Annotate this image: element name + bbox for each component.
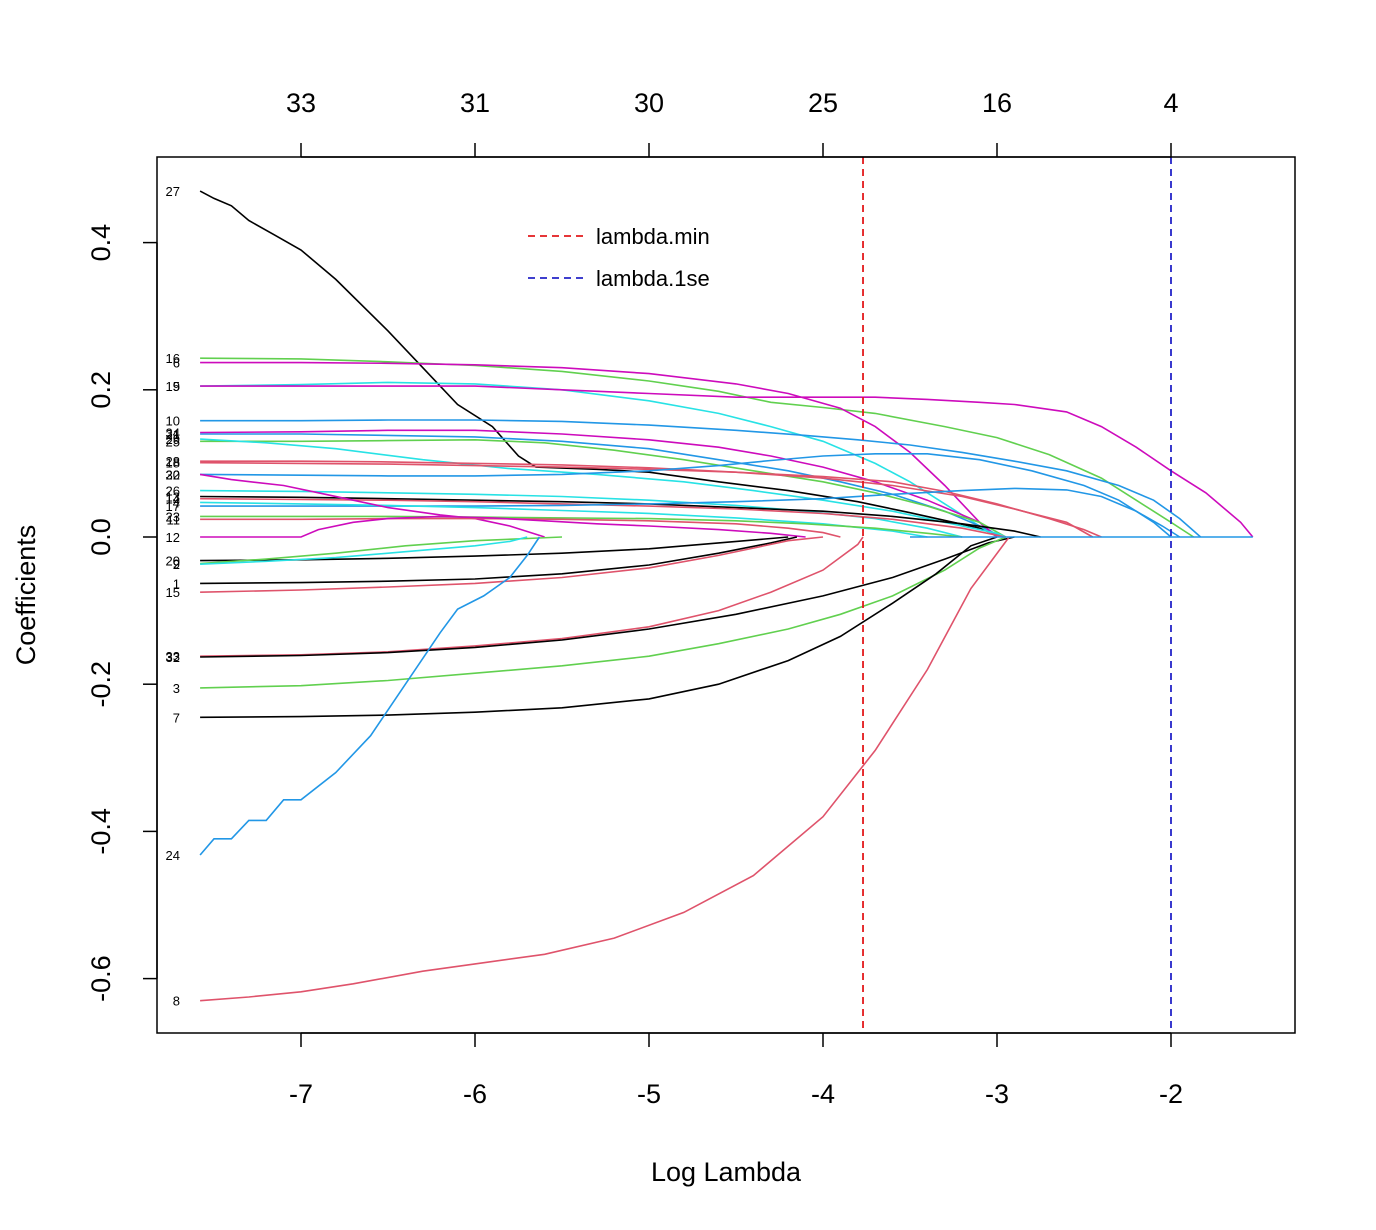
- x-axis: -7 -6 -5 -4 -3 -2: [289, 1032, 1183, 1109]
- x-tick-label: -7: [289, 1079, 313, 1109]
- var-label-21: 21: [166, 427, 180, 442]
- var-label-4: 4: [173, 495, 180, 510]
- var-label-7: 7: [173, 710, 180, 725]
- top-tick-label: 33: [286, 88, 316, 118]
- coef-path-7: [200, 536, 998, 719]
- x-tick-label: -5: [637, 1079, 661, 1109]
- y-tick-label: 0.2: [86, 371, 116, 409]
- legend: lambda.min lambda.1se: [528, 224, 710, 291]
- x-tick-label: -4: [811, 1079, 835, 1109]
- y-axis: -0.6 -0.4 -0.2 0.0 0.2 0.4: [86, 224, 158, 1002]
- coef-path-24: [199, 536, 541, 856]
- var-label-30: 30: [166, 467, 180, 482]
- coef-path-1: [200, 536, 798, 585]
- var-label-23: 23: [166, 509, 180, 524]
- coef-path-23: [200, 515, 963, 538]
- var-label-11: 11: [167, 512, 181, 527]
- var-label-10: 10: [166, 414, 180, 429]
- var-label-18: 18: [166, 456, 180, 471]
- var-label-25: 25: [166, 434, 180, 449]
- top-tick-label: 31: [460, 88, 490, 118]
- coef-path-10: [200, 419, 1202, 538]
- y-axis-title: Coefficients: [11, 525, 41, 666]
- var-label-8: 8: [173, 994, 180, 1009]
- var-label-13: 13: [166, 490, 180, 505]
- var-label-6: 6: [173, 356, 180, 371]
- reference-lines: [862, 157, 1172, 1033]
- x-tick-label: -6: [463, 1079, 487, 1109]
- coef-path-26: [200, 489, 963, 538]
- y-tick-label: 0.0: [86, 518, 116, 556]
- x-tick-label: -3: [985, 1079, 1009, 1109]
- coef-path-20: [200, 536, 789, 562]
- coef-path-25: [200, 438, 1007, 538]
- coef-path-12: [200, 515, 806, 538]
- y-tick-label: 0.4: [86, 224, 116, 262]
- var-label-26: 26: [166, 484, 180, 499]
- coef-path-13: [200, 495, 1041, 538]
- var-label-19: 19: [166, 379, 180, 394]
- var-label-2: 2: [173, 557, 180, 572]
- var-label-15: 15: [166, 585, 180, 600]
- top-tick-label: 4: [1163, 88, 1178, 118]
- legend-label: lambda.min: [596, 224, 710, 249]
- var-label-9: 9: [173, 556, 180, 571]
- coef-path-19: [200, 381, 998, 538]
- x-tick-label: -2: [1159, 1079, 1183, 1109]
- var-label-24: 24: [166, 848, 180, 863]
- var-label-20: 20: [166, 554, 180, 569]
- coef-path-17: [200, 487, 1181, 538]
- var-label-29: 29: [166, 432, 180, 447]
- var-label-1: 1: [173, 576, 180, 591]
- coef-path-18: [200, 461, 1102, 538]
- plot-frame: [156, 156, 1296, 1034]
- coef-path-6: [200, 361, 998, 538]
- coef-path-22: [199, 473, 545, 538]
- top-tick-label: 30: [634, 88, 664, 118]
- coef-path-30: [200, 453, 1172, 538]
- coef-path-11: [200, 517, 841, 538]
- top-tick-label: 25: [808, 88, 838, 118]
- var-label-5: 5: [173, 379, 180, 394]
- var-label-16: 16: [166, 351, 180, 366]
- var-label-27: 27: [166, 184, 180, 199]
- var-label-34: 34: [166, 425, 180, 440]
- coef-path-34: [200, 429, 998, 538]
- legend-label: lambda.1se: [596, 266, 710, 291]
- var-label-14: 14: [166, 492, 180, 507]
- y-tick-label: -0.4: [86, 808, 116, 855]
- coef-path-32: [200, 536, 1015, 658]
- top-tick-label: 16: [982, 88, 1012, 118]
- y-tick-label: -0.6: [86, 955, 116, 1002]
- variable-labels: 2716619510213425292818302613141742223111…: [166, 184, 180, 1009]
- coef-path-8: [200, 536, 1010, 1002]
- coef-path-2: [200, 536, 528, 565]
- series-layer: [199, 190, 1254, 1002]
- coef-path-14: [200, 497, 1006, 538]
- var-label-28: 28: [166, 454, 180, 469]
- var-label-17: 17: [166, 499, 180, 514]
- x-axis-title: Log Lambda: [651, 1157, 802, 1187]
- var-label-33: 33: [166, 649, 180, 664]
- var-label-12: 12: [166, 530, 180, 545]
- top-axis: 33 31 30 25 16 4: [286, 88, 1179, 158]
- coef-path-9: [200, 536, 563, 565]
- var-label-22: 22: [166, 467, 180, 482]
- y-tick-label: -0.2: [86, 661, 116, 708]
- coef-path-16: [200, 357, 1195, 538]
- var-label-32: 32: [166, 650, 180, 665]
- var-label-3: 3: [173, 681, 180, 696]
- coef-path-3: [200, 536, 1007, 689]
- coef-path-15: [200, 536, 824, 593]
